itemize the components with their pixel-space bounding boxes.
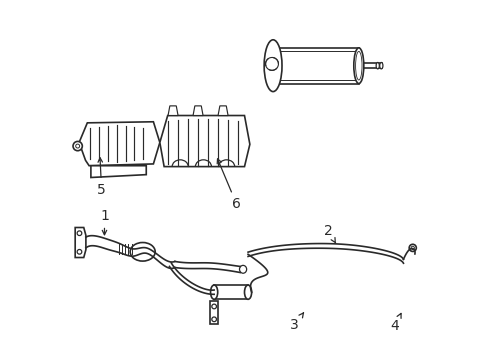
Text: 2: 2 xyxy=(324,224,335,243)
Ellipse shape xyxy=(73,141,82,151)
Polygon shape xyxy=(91,166,146,177)
Text: 5: 5 xyxy=(97,158,106,197)
Text: 6: 6 xyxy=(217,159,241,211)
Ellipse shape xyxy=(244,285,251,299)
Ellipse shape xyxy=(264,40,282,91)
Ellipse shape xyxy=(408,244,415,251)
Ellipse shape xyxy=(211,317,216,321)
Polygon shape xyxy=(218,106,227,116)
Ellipse shape xyxy=(210,285,217,299)
Ellipse shape xyxy=(130,243,155,261)
Polygon shape xyxy=(79,122,160,166)
Ellipse shape xyxy=(379,63,382,69)
Ellipse shape xyxy=(77,231,81,235)
Ellipse shape xyxy=(353,48,363,84)
Ellipse shape xyxy=(375,63,379,69)
Ellipse shape xyxy=(211,304,216,309)
Polygon shape xyxy=(168,106,178,116)
Ellipse shape xyxy=(77,249,81,254)
Polygon shape xyxy=(75,228,86,257)
Polygon shape xyxy=(160,116,249,167)
Polygon shape xyxy=(272,48,358,84)
Text: 3: 3 xyxy=(289,313,303,332)
Ellipse shape xyxy=(239,265,246,273)
Polygon shape xyxy=(193,106,203,116)
Polygon shape xyxy=(209,301,218,324)
Text: 1: 1 xyxy=(100,209,109,235)
Text: 4: 4 xyxy=(389,313,400,333)
